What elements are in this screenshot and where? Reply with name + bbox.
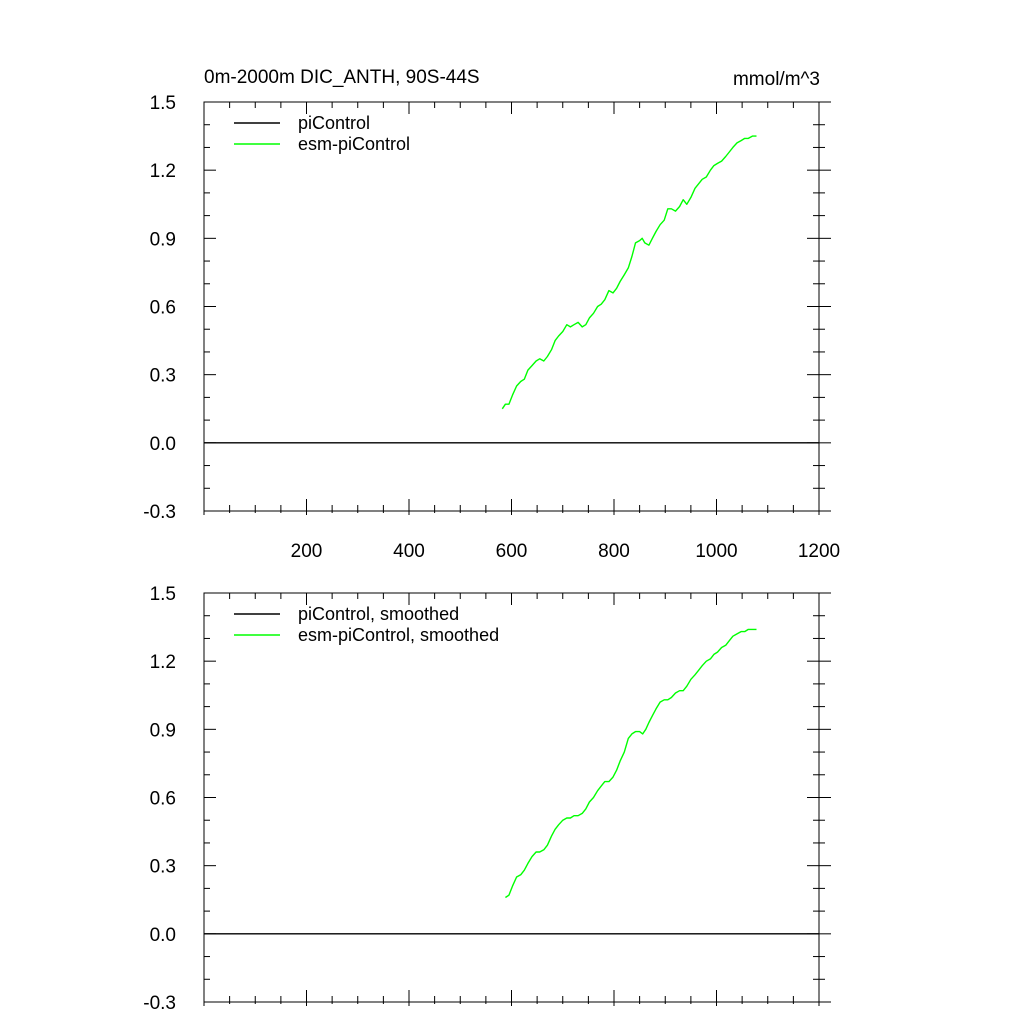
y-tick-label: 0.6 <box>150 789 176 810</box>
units-label: mmol/m^3 <box>733 69 820 90</box>
y-tick-label: 0.0 <box>150 925 176 946</box>
y-tick-label: 1.2 <box>150 652 176 673</box>
x-tick-label: 200 <box>291 541 323 562</box>
series-line-1 <box>501 135 757 410</box>
chart-title: 0m-2000m DIC_ANTH, 90S-44S <box>204 67 480 88</box>
y-tick-label: 1.2 <box>150 161 176 182</box>
legend-label: esm-piControl, smoothed <box>298 625 499 645</box>
y-tick-label: -0.3 <box>143 502 176 523</box>
y-tick-label: 0.9 <box>150 720 176 741</box>
legend-label: piControl, smoothed <box>298 604 459 624</box>
x-tick-label: 600 <box>496 541 528 562</box>
y-tick-label: 0.3 <box>150 366 176 387</box>
legend-label: esm-piControl <box>298 134 410 154</box>
top-panel: -0.3 0.0 0.3 0.6 0.9 1.2 1.5 200 400 600 800 1000 12… <box>143 93 840 562</box>
y-tick-label: 0.6 <box>150 298 176 319</box>
x-tick-label: 800 <box>598 541 630 562</box>
y-tick-label: 1.5 <box>150 93 176 114</box>
y-tick-label: 0.3 <box>150 857 176 878</box>
bottom-panel: -0.3 0.0 0.3 0.6 0.9 1.2 1.5 piControl, smoothe… <box>143 584 831 1014</box>
series-line-1 <box>505 628 757 899</box>
x-tick-label: 400 <box>393 541 425 562</box>
x-tick-label: 1200 <box>798 541 840 562</box>
y-tick-label: 0.9 <box>150 229 176 250</box>
y-tick-label: 0.0 <box>150 434 176 455</box>
plot-frame <box>203 101 820 512</box>
plot-frame <box>203 592 820 1003</box>
y-tick-label: -0.3 <box>143 993 176 1014</box>
y-tick-label: 1.5 <box>150 584 176 605</box>
legend-label: piControl <box>298 113 370 133</box>
x-tick-label: 1000 <box>695 541 737 562</box>
